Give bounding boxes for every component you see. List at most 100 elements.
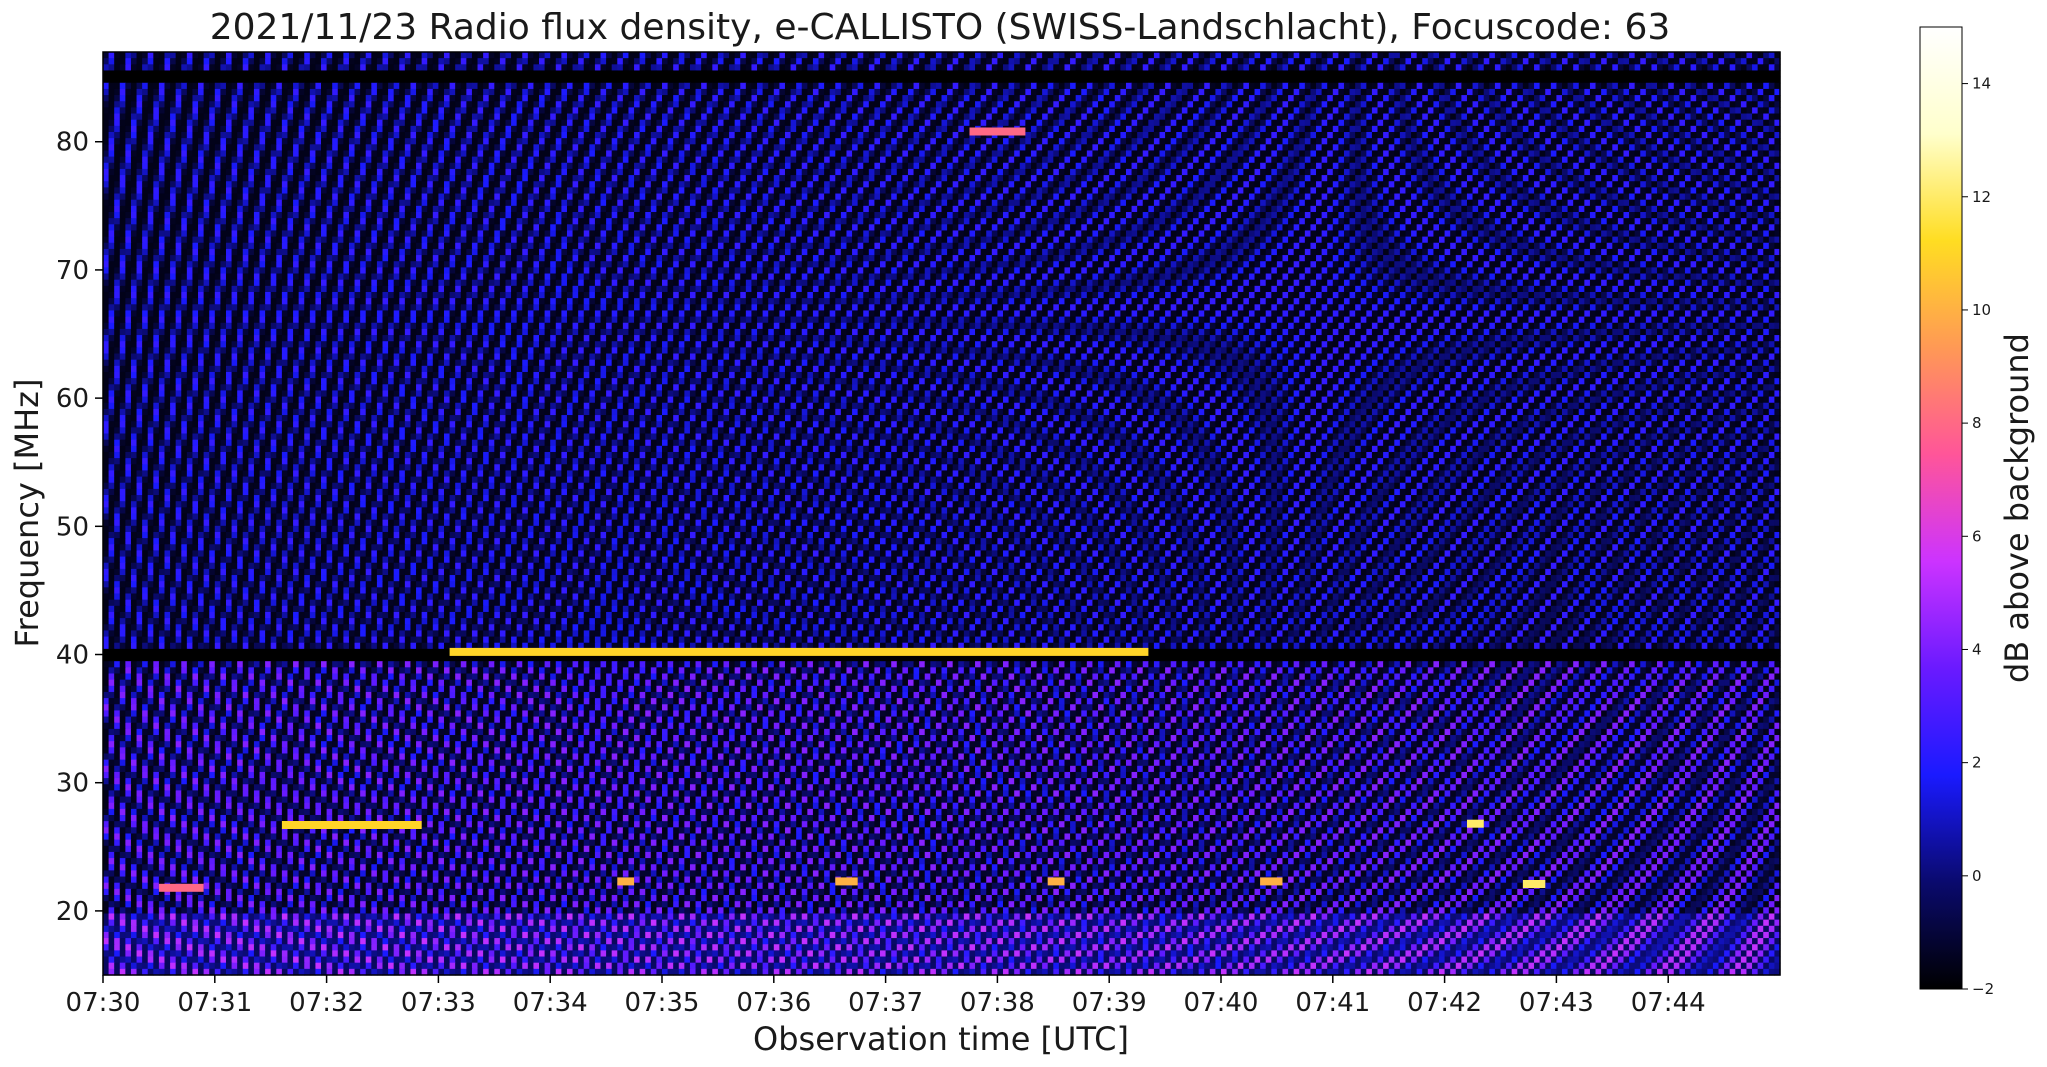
- spectrogram-cell: [310, 132, 316, 139]
- spectrogram-cell: [399, 107, 405, 114]
- spectrogram-cell: [1517, 52, 1523, 59]
- spectrogram-cell: [1327, 114, 1333, 121]
- spectrogram-cell: [768, 89, 774, 96]
- spectrogram-cell: [880, 138, 886, 145]
- spectrogram-cell: [863, 77, 869, 84]
- spectrogram-cell: [589, 64, 595, 71]
- spectrogram-cell: [505, 83, 511, 90]
- spectrogram-cell: [1512, 52, 1518, 59]
- spectrogram-cell: [1232, 138, 1238, 145]
- spectrogram-cell: [1154, 144, 1160, 151]
- spectrogram-cell: [293, 89, 299, 96]
- spectrogram-cell: [1148, 77, 1154, 84]
- spectrogram-cell: [472, 114, 478, 121]
- spectrogram-cell: [539, 114, 545, 121]
- spectrogram-cell: [422, 89, 428, 96]
- spectrogram-cell: [606, 70, 612, 77]
- spectrogram-cell: [276, 126, 282, 133]
- spectrogram-cell: [1551, 83, 1557, 90]
- spectrogram-cell: [1741, 77, 1747, 84]
- spectrogram-cell: [1249, 114, 1255, 121]
- spectrogram-cell: [763, 144, 769, 151]
- spectrogram-cell: [869, 77, 875, 84]
- spectrogram-cell: [1562, 101, 1568, 108]
- spectrogram-cell: [1025, 77, 1031, 84]
- spectrogram-cell: [897, 95, 903, 102]
- spectrogram-cell: [103, 114, 109, 121]
- spectrogram-cell: [500, 52, 506, 59]
- spectrogram-cell: [1087, 120, 1093, 127]
- spectrogram-cell: [1048, 120, 1054, 127]
- spectrogram-cell: [1612, 101, 1618, 108]
- spectrogram-cell: [355, 150, 361, 157]
- spectrogram-cell: [170, 77, 176, 84]
- spectrogram-cell: [1355, 126, 1361, 133]
- spectrogram-cell: [1238, 144, 1244, 151]
- spectrogram-cell: [1193, 70, 1199, 77]
- spectrogram-cell: [1394, 77, 1400, 84]
- spectrogram-cell: [768, 138, 774, 145]
- spectrogram-cell: [673, 52, 679, 59]
- spectrogram-cell: [964, 138, 970, 145]
- spectrogram-cell: [1484, 107, 1490, 114]
- spectrogram-cell: [584, 107, 590, 114]
- spectrogram-cell: [846, 114, 852, 121]
- spectrogram-cell: [260, 107, 266, 114]
- spectrogram-cell: [478, 150, 484, 157]
- spectrogram-cell: [1199, 83, 1205, 90]
- spectrogram-cell: [1411, 77, 1417, 84]
- spectrogram-cell: [1187, 138, 1193, 145]
- spectrogram-cell: [791, 101, 797, 108]
- spectrogram-cell: [466, 52, 472, 59]
- spectrogram-cell: [947, 114, 953, 121]
- spectrogram-cell: [1176, 52, 1182, 59]
- spectrogram-cell: [1405, 107, 1411, 114]
- spectrogram-cell: [1333, 144, 1339, 151]
- spectrogram-cell: [729, 126, 735, 133]
- spectrogram-cell: [1590, 95, 1596, 102]
- spectrogram-cell: [1238, 58, 1244, 65]
- spectrogram-cell: [1551, 58, 1557, 65]
- spectrogram-cell: [1148, 101, 1154, 108]
- spectrogram-cell: [1590, 52, 1596, 59]
- spectrogram-cell: [1299, 101, 1305, 108]
- spectrogram-cell: [1719, 83, 1725, 90]
- spectrogram-cell: [1573, 114, 1579, 121]
- spectrogram-cell: [192, 95, 198, 102]
- spectrogram-cell: [109, 89, 115, 96]
- spectrogram-cell: [1506, 144, 1512, 151]
- spectrogram-cell: [505, 70, 511, 77]
- spectrogram-cell: [1400, 64, 1406, 71]
- spectrogram-cell: [696, 114, 702, 121]
- spectrogram-cell: [1260, 64, 1266, 71]
- spectrogram-cell: [176, 132, 182, 139]
- spectrogram-cell: [1668, 70, 1674, 77]
- spectrogram-cell: [1528, 132, 1534, 139]
- spectrogram-cell: [1249, 70, 1255, 77]
- spectrogram-cell: [969, 89, 975, 96]
- spectrogram-cell: [164, 101, 170, 108]
- spectrogram-cell: [1255, 95, 1261, 102]
- spectrogram-cell: [1305, 52, 1311, 59]
- spectrogram-cell: [360, 132, 366, 139]
- spectrogram-cell: [550, 132, 556, 139]
- spectrogram-cell: [1059, 70, 1065, 77]
- spectrogram-cell: [1020, 64, 1026, 71]
- spectrogram-cell: [1512, 114, 1518, 121]
- spectrogram-cell: [338, 52, 344, 59]
- spectrogram-cell: [450, 120, 456, 127]
- spectrogram-cell: [1601, 58, 1607, 65]
- spectrogram-cell: [505, 64, 511, 71]
- spectrogram-cell: [997, 70, 1003, 77]
- spectrogram-cell: [204, 89, 210, 96]
- spectrogram-cell: [1719, 101, 1725, 108]
- spectrogram-cell: [371, 52, 377, 59]
- spectrogram-cell: [1221, 120, 1227, 127]
- spectrogram-cell: [830, 70, 836, 77]
- spectrogram-cell: [545, 64, 551, 71]
- spectrogram-cell: [690, 95, 696, 102]
- spectrogram-cell: [1629, 126, 1635, 133]
- spectrogram-cell: [763, 132, 769, 139]
- spectrogram-cell: [1338, 101, 1344, 108]
- spectrogram-cell: [1484, 138, 1490, 145]
